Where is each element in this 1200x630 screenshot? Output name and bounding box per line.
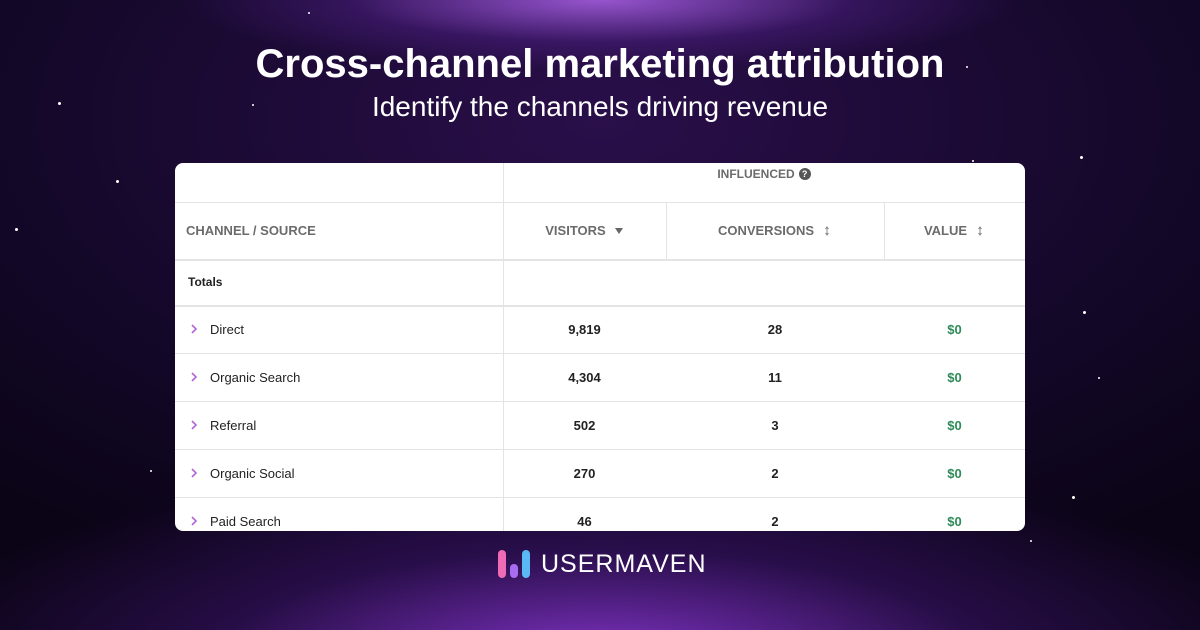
channel-name: Paid Search — [210, 513, 281, 529]
sort-icon — [978, 225, 982, 236]
row-divider — [175, 305, 1025, 307]
star — [966, 66, 968, 68]
logo-icon — [498, 550, 530, 578]
row-divider — [175, 401, 1025, 402]
star — [1072, 496, 1075, 499]
brand-logo: USERMAVEN — [497, 548, 707, 580]
sort-desc-icon — [614, 227, 623, 234]
column-header-label: VISITORS — [545, 223, 606, 238]
column-divider — [884, 202, 885, 259]
star — [150, 470, 152, 472]
row-divider — [175, 259, 1025, 261]
cell-value: 270 — [573, 465, 596, 481]
group-header: INFLUENCED? — [503, 163, 1025, 185]
table-cell: 2 — [666, 449, 884, 497]
column-header-label: CHANNEL / SOURCE — [186, 223, 316, 238]
table-cell: 502 — [503, 401, 666, 449]
channel-cell: Direct — [175, 305, 503, 353]
table-cell: $0 — [884, 401, 1025, 449]
cell-value: 46 — [577, 513, 592, 529]
star — [1080, 156, 1083, 159]
table-cell: 270 — [503, 449, 666, 497]
group-header-label: INFLUENCED — [717, 167, 795, 181]
star — [1083, 311, 1086, 314]
table-cell: $0 — [884, 449, 1025, 497]
expand-chevron[interactable] — [188, 371, 200, 383]
row-divider — [175, 202, 1025, 203]
star — [308, 12, 310, 14]
column-header-label: VALUE — [923, 223, 968, 238]
attribution-table: INFLUENCED? CHANNEL / SOURCE VISITORS CONVE… — [175, 163, 1025, 531]
column-divider — [503, 163, 504, 531]
channel-cell: Referral — [175, 401, 503, 449]
expand-chevron[interactable] — [188, 323, 200, 335]
cell-value: 9,819 — [568, 321, 601, 337]
cell-value: $0 — [947, 465, 962, 481]
column-header[interactable]: CONVERSIONS — [666, 202, 884, 259]
table-cell: $0 — [884, 305, 1025, 353]
channel-name: Referral — [210, 417, 257, 433]
channel-cell: Organic Social — [175, 449, 503, 497]
star — [116, 180, 119, 183]
star — [252, 104, 254, 106]
row-divider — [175, 353, 1025, 354]
cell-value: $0 — [947, 417, 962, 433]
expand-chevron[interactable] — [188, 419, 200, 431]
expand-chevron[interactable] — [188, 467, 200, 479]
row-divider — [175, 449, 1025, 450]
column-header[interactable]: VALUE — [884, 202, 1025, 259]
channel-name: Organic Social — [210, 465, 295, 481]
title: Cross-channel marketing attribution — [255, 42, 945, 86]
cell-value: 2 — [771, 513, 779, 529]
cell-value: 11 — [768, 369, 782, 385]
cell-value: $0 — [947, 369, 962, 385]
table-cell: 4,304 — [503, 353, 666, 401]
row-divider — [175, 497, 1025, 498]
table-cell: $0 — [884, 353, 1025, 401]
cell-value: 4,304 — [568, 369, 601, 385]
table-cell: $0 — [884, 497, 1025, 531]
table-cell: 11 — [666, 353, 884, 401]
cell-value: 3 — [771, 417, 779, 433]
table-cell: 2 — [666, 497, 884, 531]
star — [15, 228, 18, 231]
brand-name: USERMAVEN — [541, 549, 707, 578]
star — [972, 160, 974, 162]
sort-icon — [825, 225, 829, 236]
cell-value: $0 — [947, 513, 962, 529]
channel-name: Organic Search — [210, 369, 301, 385]
cell-value: 28 — [767, 321, 783, 337]
cell-value: 502 — [573, 417, 596, 433]
column-divider — [666, 202, 667, 259]
column-header[interactable]: VISITORS — [503, 202, 666, 259]
channel-name: Direct — [210, 321, 244, 337]
help-icon[interactable]: ? — [798, 168, 811, 180]
expand-chevron[interactable] — [188, 515, 200, 527]
channel-cell: Paid Search — [175, 497, 503, 531]
table-cell: 3 — [666, 401, 884, 449]
cell-value: $0 — [947, 321, 962, 337]
star — [1098, 377, 1100, 379]
table-cell: 46 — [503, 497, 666, 531]
table-cell: 28 — [666, 305, 884, 353]
column-header-label: CONVERSIONS — [717, 223, 815, 238]
table-cell: 9,819 — [503, 305, 666, 353]
column-header: CHANNEL / SOURCE — [175, 202, 503, 259]
channel-cell: Organic Search — [175, 353, 503, 401]
subtitle: Identify the channels driving revenue — [371, 91, 829, 122]
star — [58, 102, 61, 105]
totals-label: Totals — [188, 275, 223, 289]
star — [1030, 540, 1032, 542]
cell-value: 2 — [771, 465, 779, 481]
